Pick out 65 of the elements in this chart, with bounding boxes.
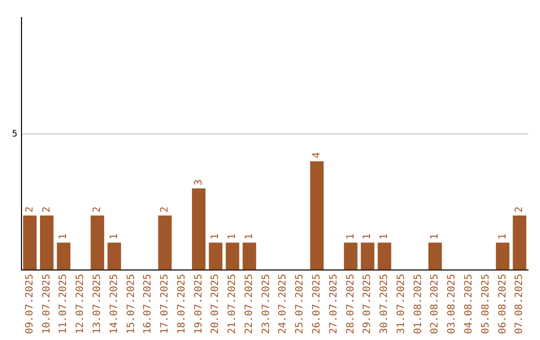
y-tick-label: 5 xyxy=(12,129,18,140)
x-tick-label: 09.07.2025 xyxy=(24,274,36,334)
x-tick-label: 16.07.2025 xyxy=(142,274,154,334)
data-label: 2 xyxy=(160,206,171,213)
data-label: 1 xyxy=(210,234,222,240)
x-tick-label: 28.07.2025 xyxy=(345,274,356,334)
x-tick-label: 17.07.2025 xyxy=(160,274,171,334)
data-label: 2 xyxy=(24,206,36,213)
x-tick-label: 29.07.2025 xyxy=(362,274,374,334)
x-tick-label: 24.07.2025 xyxy=(278,274,289,334)
bar xyxy=(90,216,104,270)
data-label: 1 xyxy=(108,234,120,240)
x-tick-label: 31.07.2025 xyxy=(396,274,407,334)
x-tick-label: 03.08.2025 xyxy=(446,274,458,334)
x-tick-label: 02.08.2025 xyxy=(430,274,441,334)
bar xyxy=(23,216,37,270)
bar xyxy=(158,216,172,270)
data-label: 2 xyxy=(514,206,526,213)
x-tick-label: 10.07.2025 xyxy=(41,274,52,334)
bar xyxy=(56,242,70,270)
x-tick-label: 07.08.2025 xyxy=(514,274,526,334)
bar xyxy=(344,242,358,270)
data-label: 1 xyxy=(58,234,70,240)
bar xyxy=(360,242,374,270)
x-tick-label: 26.07.2025 xyxy=(312,274,323,334)
data-label: 2 xyxy=(92,206,103,213)
x-tick-label: 06.08.2025 xyxy=(497,274,508,334)
x-tick-label: 11.07.2025 xyxy=(58,274,70,334)
bar xyxy=(428,242,442,270)
x-tick-label: 12.07.2025 xyxy=(75,274,86,334)
bar xyxy=(310,161,324,270)
bar xyxy=(378,242,392,270)
bar xyxy=(208,242,222,270)
data-label: 1 xyxy=(430,234,441,240)
x-tick-label: 21.07.2025 xyxy=(227,274,238,334)
data-label: 3 xyxy=(193,179,204,186)
x-tick-label: 01.08.2025 xyxy=(412,274,424,334)
x-tick-label: 13.07.2025 xyxy=(92,274,103,334)
x-tick-label: 19.07.2025 xyxy=(193,274,204,334)
data-label: 1 xyxy=(244,234,255,240)
bar xyxy=(108,242,122,270)
data-label: 1 xyxy=(362,234,374,240)
bar xyxy=(496,242,510,270)
x-tick-label: 25.07.2025 xyxy=(294,274,306,334)
bar xyxy=(242,242,256,270)
x-tick-label: 05.08.2025 xyxy=(480,274,492,334)
data-label: 1 xyxy=(345,234,356,240)
bar xyxy=(40,216,54,270)
x-tick-label: 14.07.2025 xyxy=(108,274,120,334)
data-label: 1 xyxy=(497,234,508,240)
data-label: 2 xyxy=(41,206,52,213)
x-tick-label: 27.07.2025 xyxy=(328,274,340,334)
x-tick-label: 15.07.2025 xyxy=(126,274,137,334)
bar xyxy=(226,242,240,270)
bar xyxy=(512,216,526,270)
x-tick-label: 22.07.2025 xyxy=(244,274,255,334)
data-label: 1 xyxy=(379,234,390,240)
data-label: 4 xyxy=(312,152,323,158)
x-tick-label: 04.08.2025 xyxy=(463,274,474,334)
bar xyxy=(192,188,206,270)
data-label: 1 xyxy=(227,234,238,240)
x-tick-label: 18.07.2025 xyxy=(176,274,188,334)
x-tick-label: 20.07.2025 xyxy=(210,274,222,334)
x-tick-label: 23.07.2025 xyxy=(260,274,272,334)
x-tick-label: 30.07.2025 xyxy=(379,274,390,334)
